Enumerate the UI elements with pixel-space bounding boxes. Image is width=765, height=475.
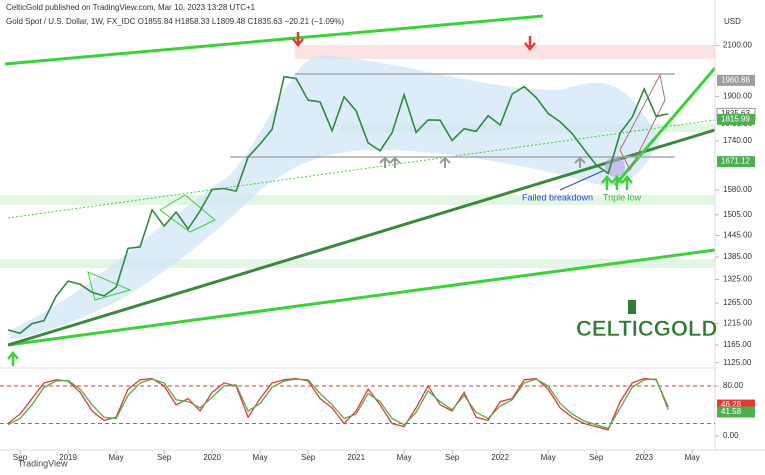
x-tick-label: 2020 [203,453,221,462]
x-tick-label: Sep [13,453,28,462]
x-tick-label: Sep [301,453,316,462]
x-tick-label: 2022 [491,453,509,462]
y-tick-label: 1265.00 [723,298,752,307]
price-badge [717,399,755,411]
x-tick-label: May [685,453,700,462]
logo: CELTICGOLD [576,316,717,341]
arrow-down [292,32,304,47]
price-badge-label: 1815.99 [721,114,750,123]
price-badge-label: 1960.86 [721,75,750,84]
trend-line [4,14,544,66]
zones [0,45,715,340]
band [10,55,660,340]
y-tick-label: 1215.00 [723,319,752,328]
annotation: Failed breakdown [522,192,593,202]
x-tick-label: Sep [445,453,460,462]
y-tick-label: 1325.00 [723,275,752,284]
x-tick-label: 2023 [635,453,653,462]
price-badge-label: 41.58 [721,407,742,416]
price-badge-label: 46.28 [721,400,742,409]
price-badge-label: 1671.12 [721,157,750,166]
x-tick-label: May [397,453,412,462]
channel [619,73,666,172]
y-tick-label: 0.00 [723,431,739,440]
price-line [7,75,669,335]
x-tick-label: Sep [157,453,172,462]
price-badge [717,406,755,418]
y-tick-label: 1505.00 [723,210,752,219]
y-tick-label: 1580.00 [723,185,752,194]
x-tick-label: 2019 [59,453,77,462]
trend-line [613,67,717,186]
pattern [159,194,216,233]
trend-line [7,248,716,347]
y-tick-label: 1740.00 [723,136,752,145]
x-tick-label: May [253,453,268,462]
footer: TradingView [18,458,68,468]
price-badge [717,156,755,168]
price-badge [717,74,755,86]
arrow-down [524,36,536,51]
oscillator-line [7,377,669,431]
oscillator-line [7,378,669,430]
resistance-zone [295,45,715,59]
x-tick-label: May [109,453,124,462]
x-tick-label: May [541,453,556,462]
arrow-up [601,175,633,190]
arrow-up [7,351,19,366]
chart-title: Gold Spot / U.S. Dollar, 1W, FX_IDC O185… [6,17,344,26]
support-zone [0,259,715,268]
trend-line [7,119,716,219]
highlight [605,157,625,177]
y-tick-label: 1165.00 [723,340,752,349]
support-zone [0,195,715,205]
pattern [87,271,132,301]
logo-mark [628,300,636,314]
y-tick-label: 1445.00 [723,231,752,240]
x-tick-label: Sep [589,453,604,462]
price-badge-label: 1835.63 [721,109,750,118]
x-tick-label: 2021 [347,453,365,462]
y-tick-label: 80.00 [723,381,744,390]
arrow-up [379,156,586,168]
axis-unit: USD [724,17,741,26]
y-tick-label: 2100.00 [723,41,752,50]
annotation-arrow [559,169,606,191]
header: CelticGold published on TradingView.com,… [6,3,256,12]
annotation: Triple low [603,192,642,202]
price-badge [717,113,755,125]
y-tick-label: 1900.00 [723,92,752,101]
y-tick-label: 1125.00 [723,358,752,367]
y-tick-label: 1385.00 [723,252,752,261]
